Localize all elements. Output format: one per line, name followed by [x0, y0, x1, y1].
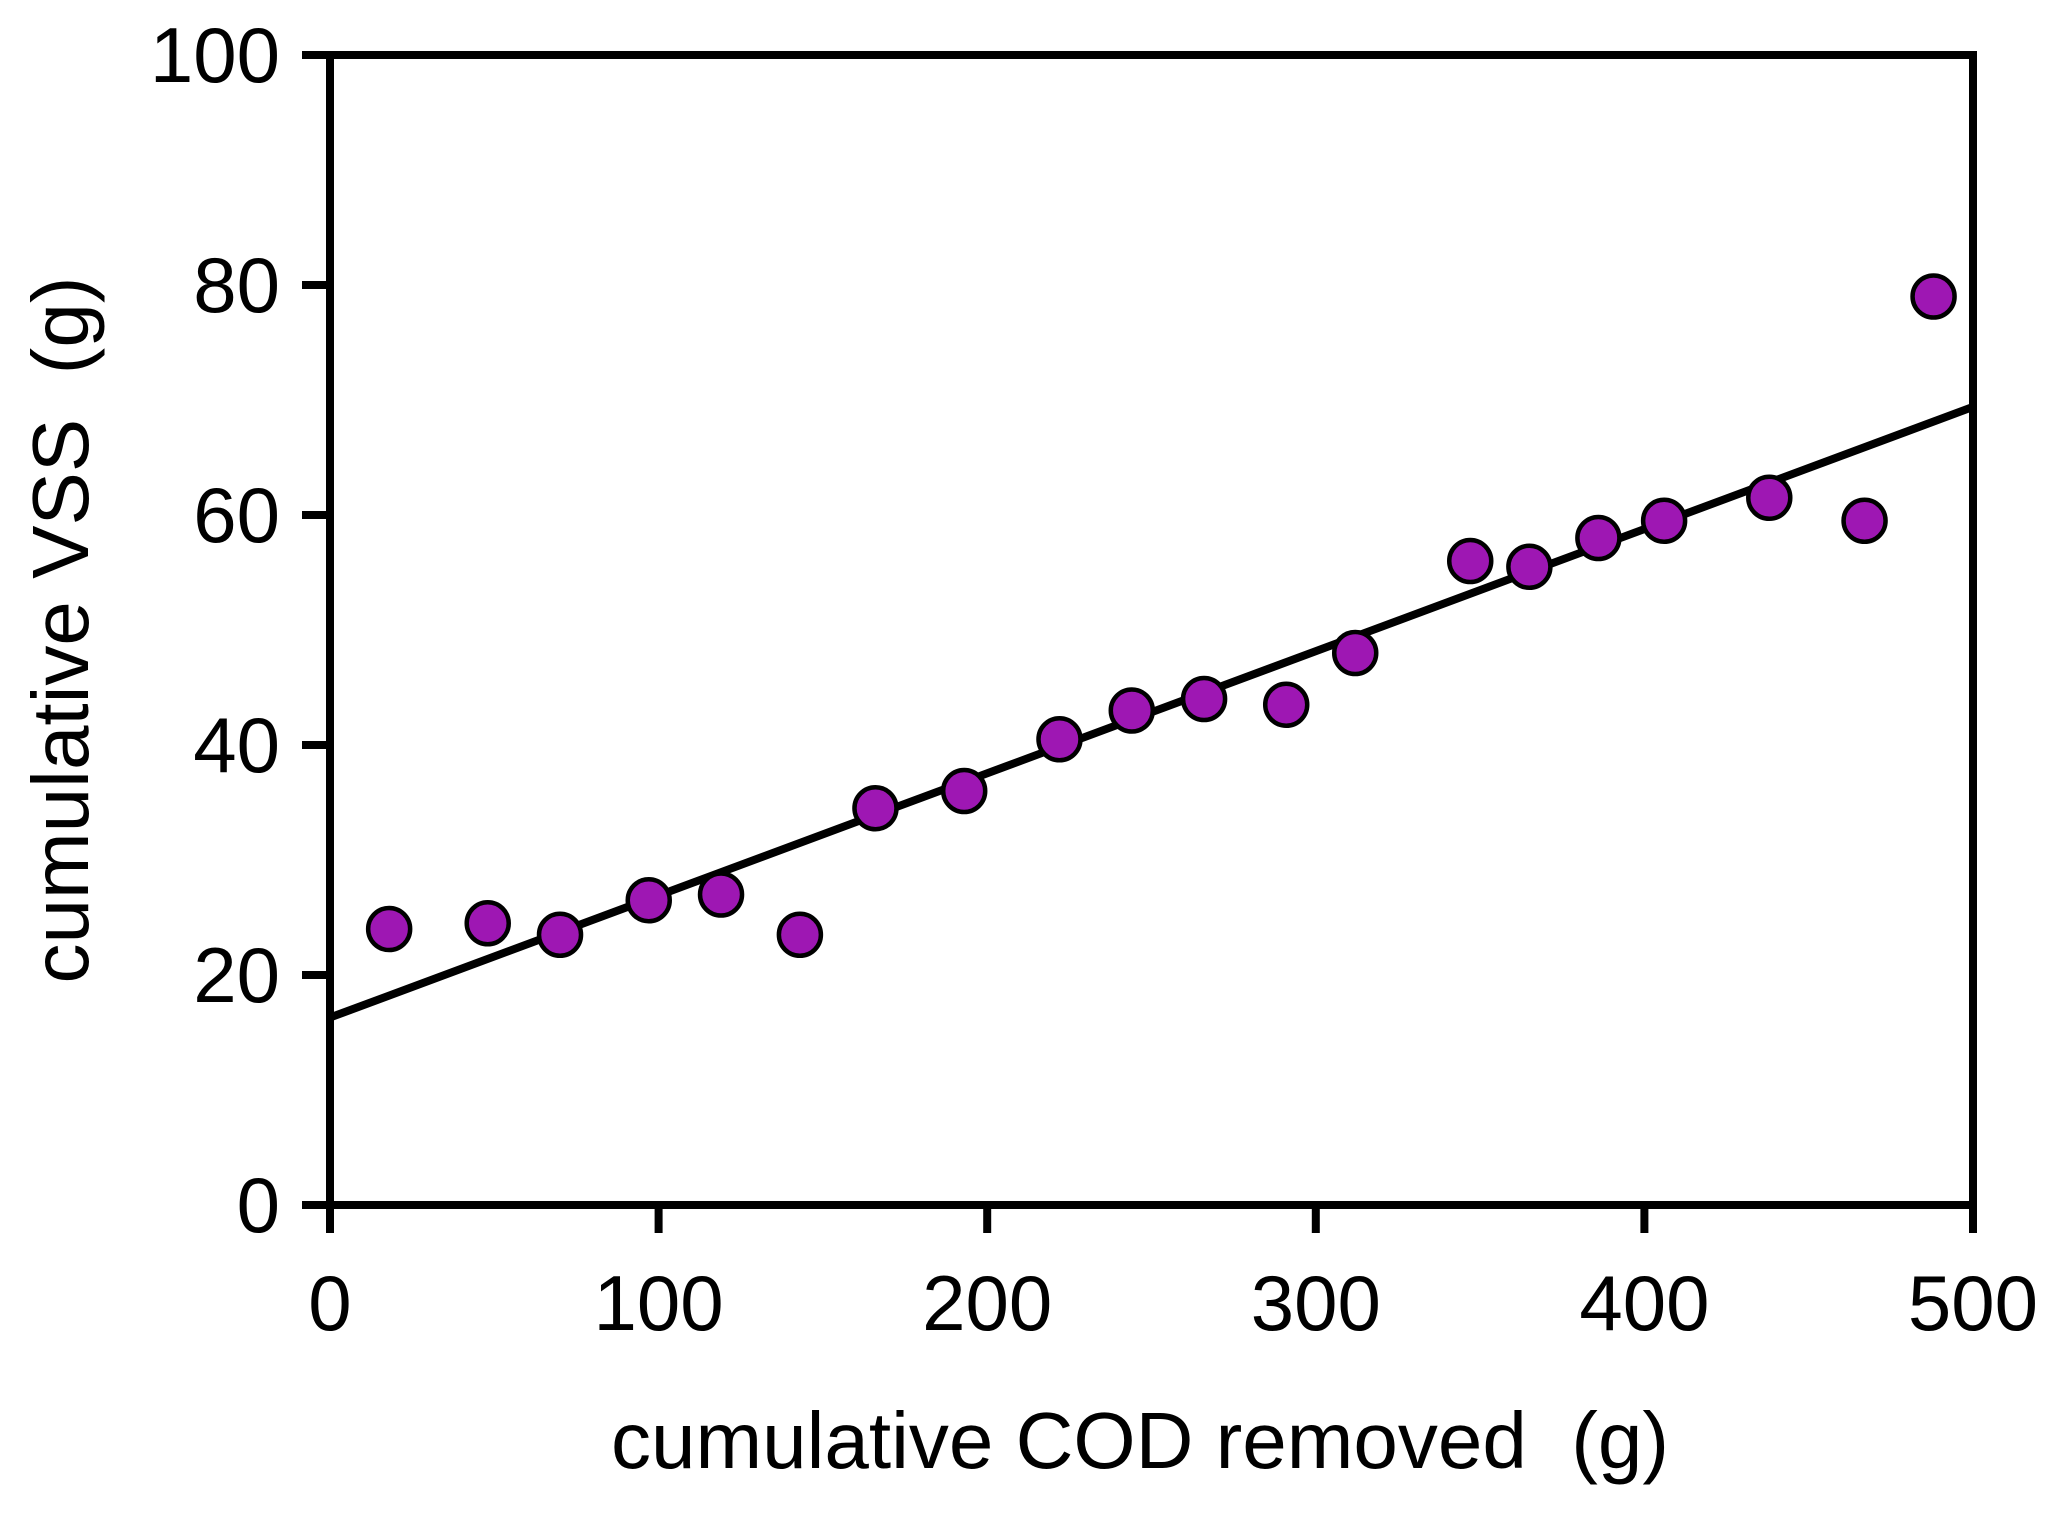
data-point: [940, 767, 988, 815]
plot-frame-group: [326, 51, 1977, 1209]
data-point: [776, 911, 824, 958]
x-axis-tick-label: 300: [1251, 1259, 1381, 1347]
data-point: [1180, 675, 1228, 723]
data-point: [1910, 273, 1957, 320]
y-axis-tick-label: 40: [193, 701, 280, 789]
y-axis-tick-label: 0: [237, 1161, 280, 1249]
y-axis-tick-label: 60: [193, 471, 280, 559]
data-point: [1640, 497, 1688, 544]
data-point: [1746, 474, 1793, 521]
y-axis-tick-label: 100: [150, 11, 280, 99]
plot-frame: [326, 51, 1977, 1209]
data-point: [697, 871, 745, 918]
y-axis-tick-label: 80: [193, 241, 280, 329]
data-point: [1262, 681, 1310, 728]
axis-ticks-group: [302, 51, 1977, 1233]
x-axis-tick-label: 400: [1579, 1259, 1709, 1347]
data-point: [1575, 514, 1622, 562]
data-point: [536, 911, 584, 958]
x-axis-tick-label: 0: [308, 1259, 351, 1347]
x-axis-tick-label: 100: [594, 1259, 724, 1347]
data-point: [625, 877, 672, 924]
data-point: [1506, 543, 1553, 590]
data-point: [365, 905, 413, 953]
data-point: [1036, 716, 1083, 763]
data-point: [464, 900, 511, 947]
x-axis-title: cumulative COD removed (g): [611, 1396, 1669, 1485]
data-point: [1331, 629, 1379, 677]
data-point: [1446, 537, 1494, 585]
y-axis-title: cumulative VSS (g): [16, 277, 105, 984]
x-axis-tick-label: 500: [1908, 1259, 2038, 1347]
data-points-group: [365, 273, 1957, 958]
data-point: [852, 785, 899, 832]
data-point: [1108, 687, 1156, 734]
tick-labels-group: 0 100 200 300 400 500 0 20 40 60 80 100: [150, 11, 2038, 1347]
x-axis-tick-label: 200: [922, 1259, 1052, 1347]
data-point: [1841, 497, 1888, 544]
y-axis-tick-label: 20: [193, 931, 280, 1019]
